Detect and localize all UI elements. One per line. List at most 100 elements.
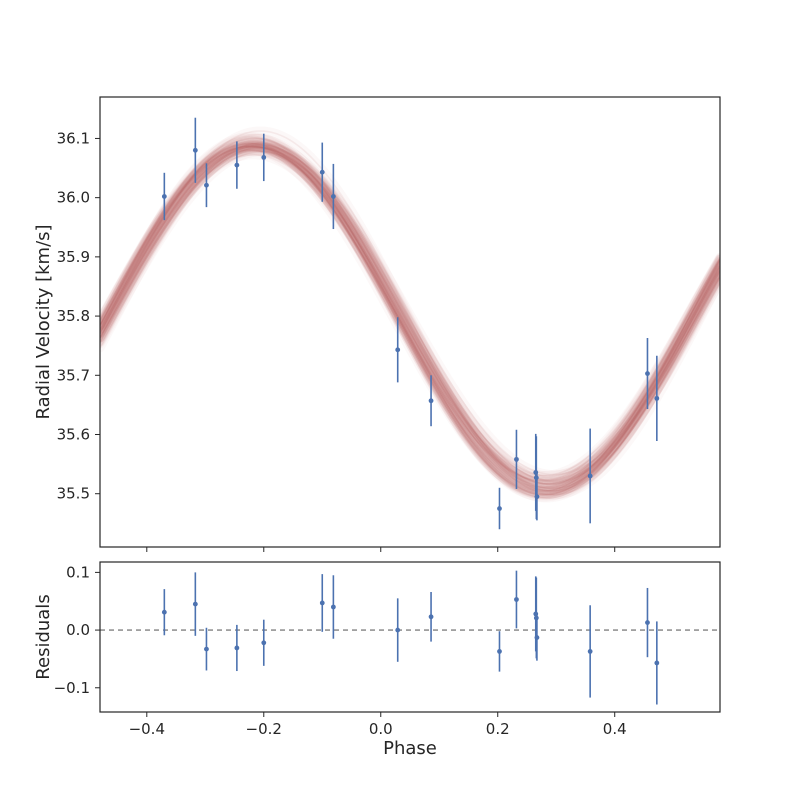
model-sample-band [100,139,720,496]
data-point [645,620,650,625]
model-sample-curve [100,144,720,490]
data-point [645,371,650,376]
model-sample-curve [100,146,720,476]
y-tick-label: 35.6 [57,426,90,444]
model-sample-curve [100,137,720,492]
y-tick-label: −0.1 [54,679,90,697]
y-tick-label: 36.1 [57,129,90,147]
model-sample-band [100,150,720,486]
model-sample-band [100,141,720,496]
model-sample-band [100,144,720,494]
model-sample-band [100,141,720,485]
model-sample-band [100,145,720,497]
model-sample-curve [100,135,720,498]
model-sample-band [100,139,720,498]
residuals-y-axis-label: Residuals [33,594,54,679]
main-panel: 35.5 35.6 35.7 35.8 35.9 36.0 36.1 Radial Velo… [33,96,721,552]
data-point [514,597,519,602]
model-sample-curve [100,142,720,496]
model-sample-curve [100,149,720,493]
model-sample-curve [100,145,720,489]
model-sample-band [100,145,720,489]
data-point [234,645,240,651]
model-sample-curve [100,149,720,485]
model-sample-curve [100,154,720,483]
model-sample-curve [100,130,720,492]
x-tick-label: 0.4 [603,720,627,738]
data-point [261,154,267,160]
data-point [192,601,198,607]
residual-data-points [161,570,660,705]
data-point [428,614,434,620]
model-sample-band [100,139,720,489]
y-axis-label: Radial Velocity [km/s] [33,224,54,419]
model-sample-curve [100,146,720,477]
y-tick-label: 0.1 [66,563,90,581]
model-sample-curve [100,142,720,492]
model-sample-curve [100,143,720,495]
main-x-ticks [146,547,616,552]
model-sample-band [100,131,720,502]
data-point [587,473,593,479]
residuals-axes-frame [99,561,721,713]
model-sample-curve [100,148,720,485]
data-point [204,182,209,188]
model-sample-band [100,138,720,500]
data-point [204,646,209,652]
model-sample-band [100,136,720,499]
model-sample-band [100,140,720,486]
main-axes-frame [99,96,721,548]
model-sample-band [100,142,720,481]
model-sample-curve [100,140,720,496]
model-sample-band [100,140,720,493]
model-sample-curve [100,150,720,483]
model-sample-band [100,133,720,496]
model-sample-band [100,139,720,492]
residual-y-ticks: −0.1 0.0 0.1 [54,563,100,697]
model-sample-band [100,138,720,494]
model-sample-curve [100,145,720,482]
model-sample-curve [100,137,720,499]
y-tick-label: 0.0 [66,621,90,639]
data-point [654,395,660,401]
model-sample-curve [100,146,720,482]
model-sample-band [100,133,720,503]
data-point [319,169,325,175]
model-sample-band [100,126,720,496]
model-sample-band [100,141,720,493]
x-tick-label: −0.4 [129,720,165,738]
model-sample-band [100,142,720,480]
model-sample-band [100,142,720,480]
y-tick-label: 36.0 [57,189,90,207]
data-point [234,162,240,168]
data-point [534,635,540,640]
data-point [587,649,593,654]
main-data-points [161,117,660,530]
data-point [330,604,336,610]
data-point [395,627,401,633]
x-tick-label: −0.2 [246,720,282,738]
model-sample-curve [100,145,720,497]
model-sample-curve [100,143,720,488]
data-point [534,494,540,500]
data-point [261,640,267,646]
data-point [192,147,198,153]
y-tick-label: 35.8 [57,307,90,325]
model-sample-band [100,141,720,500]
data-point [514,456,519,462]
model-sample-band [100,146,720,488]
y-tick-label: 35.9 [57,248,90,266]
model-sample-curve [100,137,720,496]
model-sample-curve [100,142,720,490]
data-point [428,398,434,404]
model-sample-band [100,133,720,500]
model-sample-curve [100,144,720,492]
model-sample-curve [100,145,720,496]
model-sample-curve [100,142,720,485]
residual-x-ticks: −0.4 −0.2 0.0 0.2 0.4 [129,712,627,738]
data-point [497,506,502,511]
x-tick-label: 0.2 [486,720,510,738]
data-point [497,649,502,654]
